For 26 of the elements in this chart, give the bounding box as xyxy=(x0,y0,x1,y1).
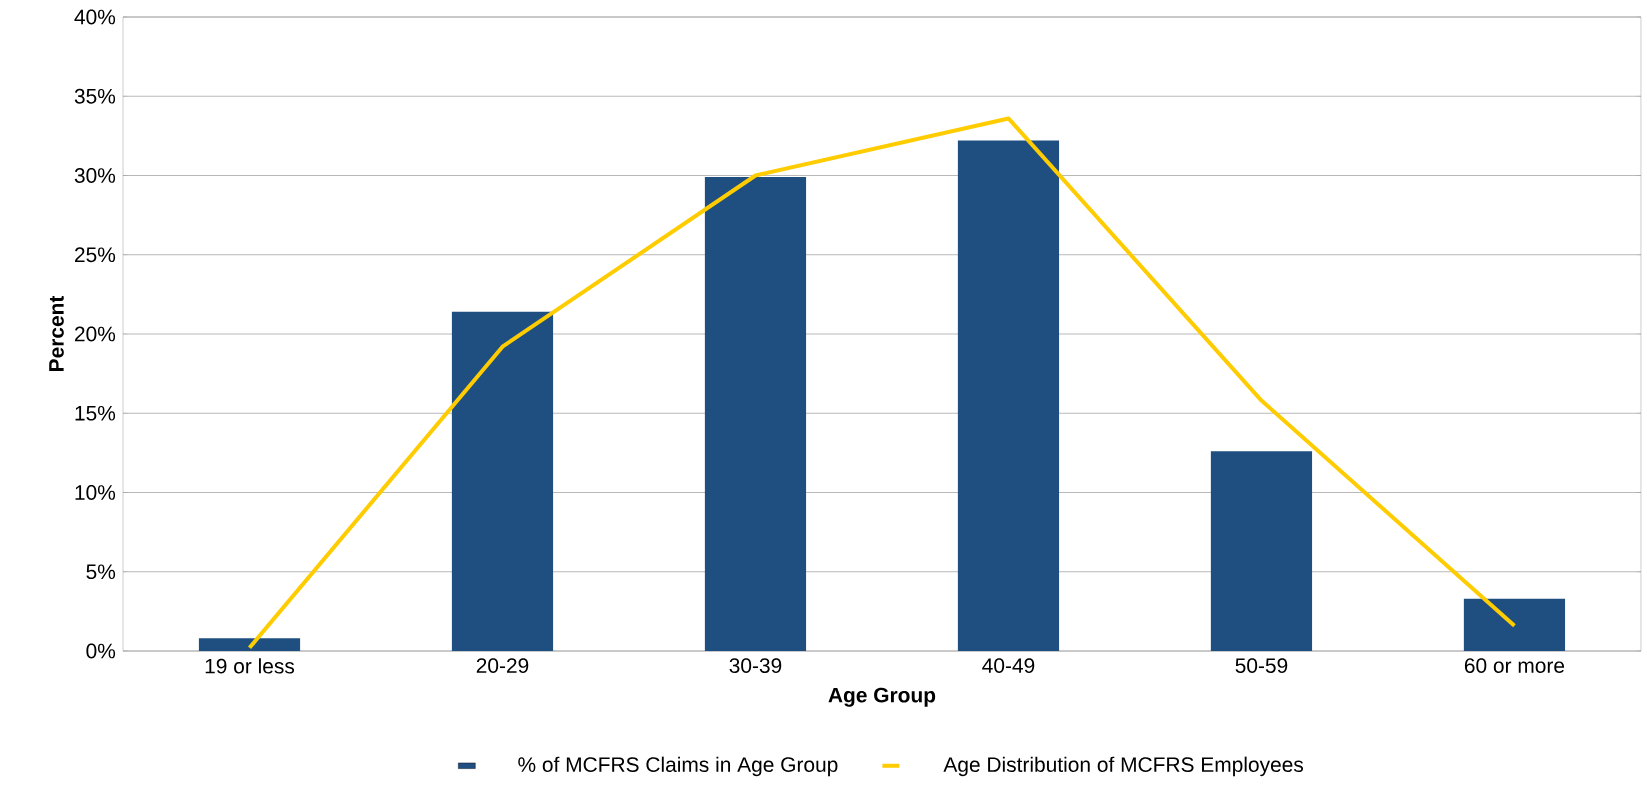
x-axis-title: Age Group xyxy=(828,687,936,707)
y-axis-title: Percent xyxy=(49,295,64,371)
bar xyxy=(957,140,1060,651)
bar xyxy=(1463,598,1566,651)
legend-label: % of MCFRS Claims in Age Group xyxy=(518,756,838,777)
y-tick-label: 0% xyxy=(86,643,116,659)
y-tick-label: 35% xyxy=(74,88,116,104)
bar xyxy=(704,177,807,651)
y-tick-label: 10% xyxy=(75,485,116,500)
bar xyxy=(198,638,301,651)
x-tick-label: 50-59 xyxy=(1235,658,1288,673)
legend-label: Age Distribution of MCFRS Employees xyxy=(943,756,1304,777)
y-tick-label: 5% xyxy=(86,564,116,580)
x-tick-label: 60 or more xyxy=(1464,658,1565,673)
x-tick-label: 19 or less xyxy=(205,658,295,674)
x-tick-label: 20-29 xyxy=(476,658,529,673)
x-tick-label: 40-49 xyxy=(982,658,1035,673)
x-tick-label: 30-39 xyxy=(729,658,782,673)
y-tick-label: 30% xyxy=(74,168,116,183)
bar xyxy=(1210,451,1313,651)
y-tick-label: 20% xyxy=(75,326,116,342)
y-tick-label: 40% xyxy=(74,9,116,25)
y-tick-label: 25% xyxy=(75,247,116,263)
line-series xyxy=(247,116,1517,650)
y-tick-label: 15% xyxy=(75,405,116,421)
bar xyxy=(451,311,554,651)
